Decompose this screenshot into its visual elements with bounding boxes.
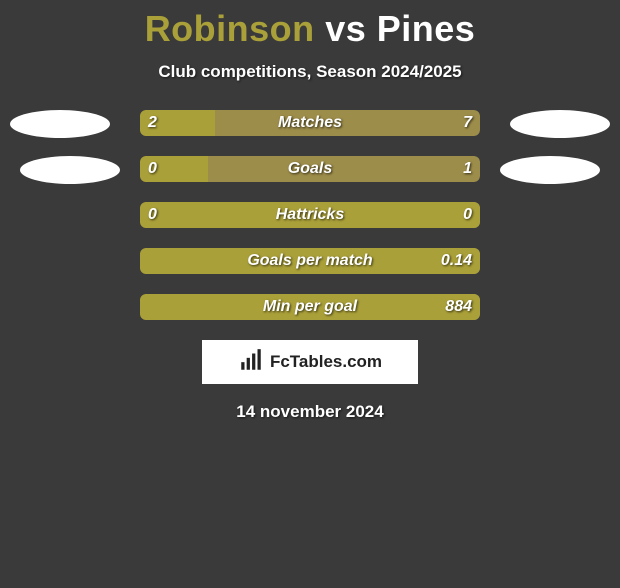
subtitle: Club competitions, Season 2024/2025	[0, 62, 620, 82]
avatar-placeholder-right	[510, 110, 610, 138]
stat-value-right: 7	[463, 110, 472, 136]
stat-value-right: 884	[445, 294, 472, 320]
stat-value-left: 0	[148, 202, 157, 228]
title-player1: Robinson	[145, 8, 315, 49]
avatar-placeholder-left	[20, 156, 120, 184]
stat-label: Min per goal	[140, 294, 480, 320]
stat-bar: Matches	[140, 110, 480, 136]
stat-label: Goals	[140, 156, 480, 182]
stat-label: Hattricks	[140, 202, 480, 228]
brand-text: FcTables.com	[270, 352, 382, 372]
stat-bar: Goals per match	[140, 248, 480, 274]
stat-row: Goals per match 0.14	[0, 248, 620, 274]
stat-value-right: 0.14	[441, 248, 472, 274]
stat-value-right: 0	[463, 202, 472, 228]
footer-date: 14 november 2024	[0, 402, 620, 422]
title-vs: vs	[325, 8, 366, 49]
stat-rows: Matches 2 7 Goals 0 1 Hattricks 0 0 Goal…	[0, 110, 620, 320]
stat-bar: Hattricks	[140, 202, 480, 228]
stat-bar: Goals	[140, 156, 480, 182]
title-player2: Pines	[377, 8, 476, 49]
chart-icon	[238, 347, 264, 378]
page-title: Robinson vs Pines	[0, 8, 620, 50]
stat-row: Min per goal 884	[0, 294, 620, 320]
brand-logo[interactable]: FcTables.com	[202, 340, 418, 384]
stat-bar: Min per goal	[140, 294, 480, 320]
stat-row: Matches 2 7	[0, 110, 620, 136]
stat-label: Goals per match	[140, 248, 480, 274]
stat-value-left: 0	[148, 156, 157, 182]
avatar-placeholder-right	[500, 156, 600, 184]
avatar-placeholder-left	[10, 110, 110, 138]
stat-row: Hattricks 0 0	[0, 202, 620, 228]
stat-row: Goals 0 1	[0, 156, 620, 182]
stat-value-left: 2	[148, 110, 157, 136]
stat-value-right: 1	[463, 156, 472, 182]
stat-label: Matches	[140, 110, 480, 136]
